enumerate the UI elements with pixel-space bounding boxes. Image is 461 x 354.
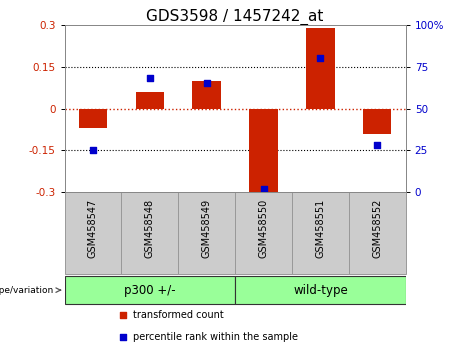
Text: GSM458548: GSM458548 [145, 199, 155, 258]
Text: GSM458550: GSM458550 [259, 199, 269, 258]
Text: GSM458552: GSM458552 [372, 199, 382, 258]
Point [203, 81, 210, 86]
Text: GSM458549: GSM458549 [201, 199, 212, 258]
Bar [178, 192, 235, 274]
Bar [121, 192, 178, 274]
Bar [79, 109, 107, 128]
Bar [136, 92, 164, 109]
Text: p300 +/-: p300 +/- [124, 284, 176, 297]
Text: wild-type: wild-type [293, 284, 348, 297]
Bar [235, 276, 406, 304]
Text: transformed count: transformed count [133, 310, 224, 320]
Bar [306, 28, 335, 109]
Bar [292, 192, 349, 274]
Text: GSM458551: GSM458551 [315, 199, 325, 258]
Bar [363, 109, 391, 134]
Title: GDS3598 / 1457242_at: GDS3598 / 1457242_at [147, 8, 324, 25]
Point [373, 143, 381, 148]
Point [146, 75, 154, 81]
Bar [249, 109, 278, 195]
Point [89, 148, 97, 153]
Text: percentile rank within the sample: percentile rank within the sample [133, 332, 298, 342]
Bar [349, 192, 406, 274]
Point [119, 312, 126, 318]
Point [260, 186, 267, 192]
Text: genotype/variation: genotype/variation [0, 286, 60, 295]
Text: GSM458547: GSM458547 [88, 199, 98, 258]
Bar [193, 81, 221, 109]
Bar [65, 192, 121, 274]
Point [317, 56, 324, 61]
Point [119, 334, 126, 339]
Bar [65, 276, 235, 304]
Bar [235, 192, 292, 274]
